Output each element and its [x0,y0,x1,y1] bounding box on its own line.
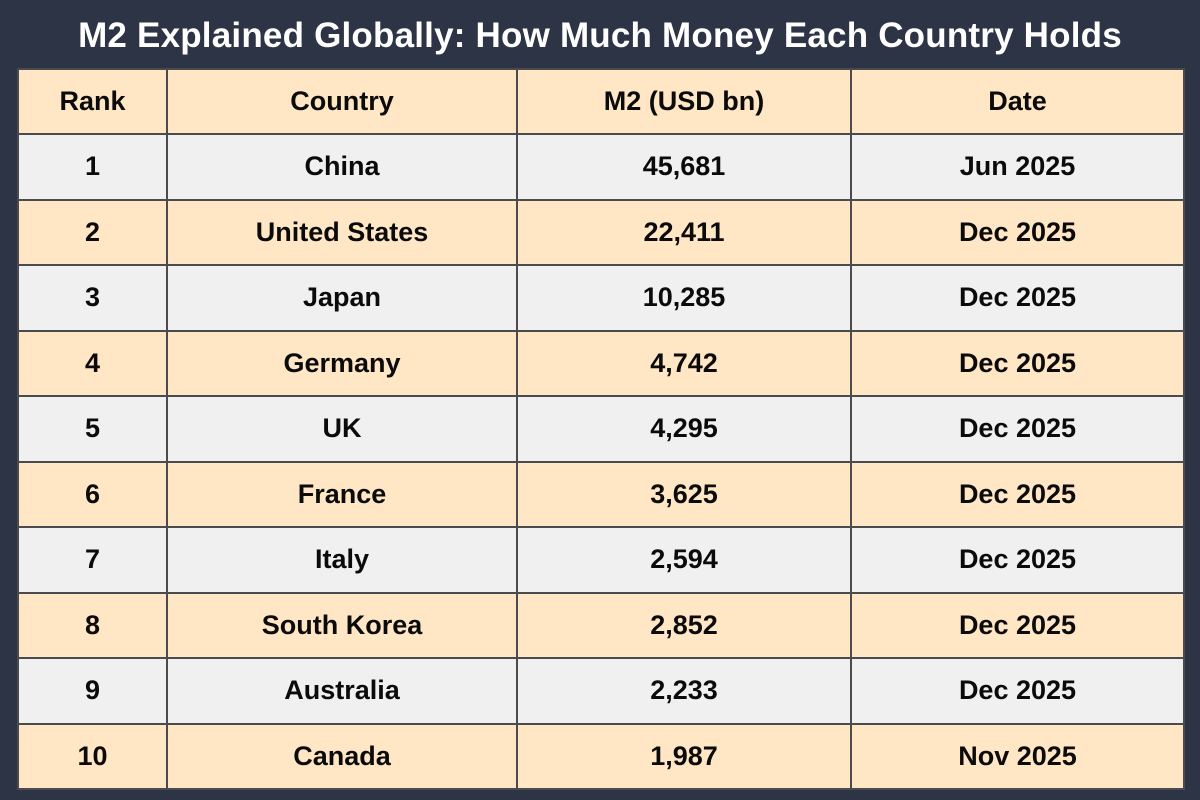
date-cell: Dec 2025 [850,526,1185,594]
table-row: 7 Italy 2,594 Dec 2025 [17,526,1185,594]
m2-table: Rank Country M2 (USD bn) Date 1 China 45… [17,68,1185,790]
table-row: 1 China 45,681 Jun 2025 [17,133,1185,201]
m2-cell: 1,987 [516,722,852,790]
rank-cell: 9 [17,657,168,725]
header-country: Country [166,68,518,135]
m2-cell: 22,411 [516,198,852,266]
rank-cell: 7 [17,526,168,594]
table-row: 6 France 3,625 Dec 2025 [17,460,1185,528]
header-m2: M2 (USD bn) [516,68,852,135]
country-cell: China [166,133,518,201]
m2-cell: 3,625 [516,460,852,528]
m2-cell: 4,295 [516,395,852,463]
rank-cell: 2 [17,198,168,266]
m2-table-container: Rank Country M2 (USD bn) Date 1 China 45… [17,68,1185,790]
date-cell: Dec 2025 [850,460,1185,528]
table-header-row: Rank Country M2 (USD bn) Date [17,68,1185,135]
country-cell: Germany [166,329,518,397]
table-row: 2 United States 22,411 Dec 2025 [17,198,1185,266]
m2-cell: 45,681 [516,133,852,201]
table-row: 10 Canada 1,987 Nov 2025 [17,722,1185,790]
date-cell: Dec 2025 [850,657,1185,725]
m2-cell: 2,594 [516,526,852,594]
country-cell: Canada [166,722,518,790]
table-row: 8 South Korea 2,852 Dec 2025 [17,591,1185,659]
country-cell: United States [166,198,518,266]
country-cell: Japan [166,264,518,332]
table-row: 4 Germany 4,742 Dec 2025 [17,329,1185,397]
country-cell: Australia [166,657,518,725]
rank-cell: 8 [17,591,168,659]
header-rank: Rank [17,68,168,135]
table-row: 5 UK 4,295 Dec 2025 [17,395,1185,463]
m2-cell: 4,742 [516,329,852,397]
rank-cell: 6 [17,460,168,528]
rank-cell: 1 [17,133,168,201]
date-cell: Nov 2025 [850,722,1185,790]
rank-cell: 5 [17,395,168,463]
date-cell: Jun 2025 [850,133,1185,201]
country-cell: France [166,460,518,528]
m2-cell: 2,852 [516,591,852,659]
header-date: Date [850,68,1185,135]
table-row: 9 Australia 2,233 Dec 2025 [17,657,1185,725]
country-cell: Italy [166,526,518,594]
table-row: 3 Japan 10,285 Dec 2025 [17,264,1185,332]
date-cell: Dec 2025 [850,329,1185,397]
rank-cell: 4 [17,329,168,397]
date-cell: Dec 2025 [850,198,1185,266]
date-cell: Dec 2025 [850,264,1185,332]
date-cell: Dec 2025 [850,395,1185,463]
date-cell: Dec 2025 [850,591,1185,659]
rank-cell: 3 [17,264,168,332]
country-cell: South Korea [166,591,518,659]
rank-cell: 10 [17,722,168,790]
page-title: M2 Explained Globally: How Much Money Ea… [78,16,1122,55]
country-cell: UK [166,395,518,463]
m2-cell: 2,233 [516,657,852,725]
m2-cell: 10,285 [516,264,852,332]
